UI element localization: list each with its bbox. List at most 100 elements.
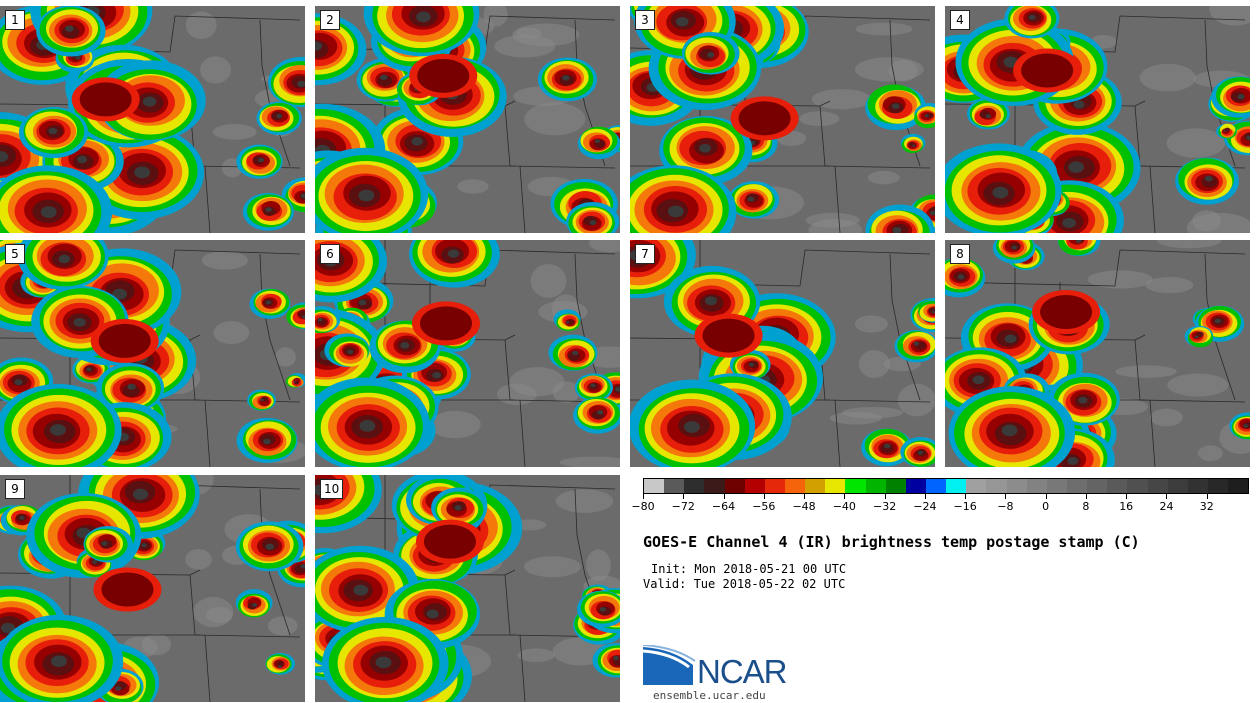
anvil-cloud — [1013, 48, 1082, 93]
storm-cluster — [409, 240, 500, 288]
colorbar-tick — [1126, 494, 1128, 499]
stamp-panel-5[interactable]: 5 — [0, 240, 305, 467]
colorbar-swatch — [1147, 479, 1168, 493]
storm-cluster — [18, 106, 89, 159]
storm-cluster — [0, 614, 124, 702]
storm-cluster — [431, 487, 487, 529]
storm-cluster — [948, 386, 1076, 467]
colorbar-tick — [844, 494, 846, 499]
cirrus-haze — [1157, 240, 1222, 249]
storm-cluster — [918, 299, 935, 323]
panel-label-3: 3 — [635, 10, 655, 30]
storm-cluster — [315, 13, 367, 86]
ir-map-7 — [630, 240, 935, 467]
colorbar-swatch — [1187, 479, 1208, 493]
cirrus-haze — [559, 456, 620, 467]
cirrus-haze — [1087, 270, 1153, 289]
cirrus-haze — [811, 89, 872, 110]
colorbar-swatch — [865, 479, 886, 493]
storm-cluster — [861, 428, 913, 467]
cirrus-haze — [829, 411, 882, 425]
colorbar-tick-label: −16 — [953, 500, 977, 513]
storm-cluster — [592, 643, 620, 678]
storm-cluster — [0, 383, 122, 467]
colorbar-swatch — [1167, 479, 1188, 493]
cirrus-haze — [496, 383, 537, 405]
storm-cluster — [285, 373, 305, 388]
stamp-panel-2[interactable]: 2 — [315, 6, 620, 233]
cirrus-haze — [185, 11, 217, 40]
panel-label-10: 10 — [320, 479, 344, 499]
cirrus-haze — [193, 597, 234, 628]
colorbar-swatch — [684, 479, 705, 493]
storm-cluster — [630, 379, 756, 467]
storm-cluster — [865, 84, 927, 131]
cirrus-haze — [512, 23, 580, 47]
anvil-cloud — [90, 318, 159, 363]
panel-label-7: 7 — [635, 244, 655, 264]
storm-cluster — [914, 103, 935, 129]
cirrus-haze — [1115, 365, 1177, 378]
stamp-panel-9[interactable]: 9 — [0, 475, 305, 702]
cirrus-haze — [1167, 373, 1229, 397]
colorbar-swatch — [925, 479, 947, 493]
ncar-logo-icon — [643, 645, 696, 685]
anvil-cloud — [71, 77, 140, 122]
colorbar-tick-label: −56 — [752, 500, 776, 513]
cirrus-haze — [799, 111, 840, 127]
colorbar-ticks: −80 −72 −64 −56 −48 −40 −32 −24 −16 −8 0 8 16 24 32 — [631, 494, 1247, 514]
storm-cluster — [894, 329, 935, 363]
cirrus-haze — [867, 170, 900, 185]
colorbar-tick — [763, 494, 765, 499]
ir-map-10 — [315, 475, 620, 702]
stamp-panel-8[interactable]: 8 — [945, 240, 1250, 467]
stamp-panel-4[interactable]: 4 — [945, 6, 1250, 233]
colorbar-tick-label: 0 — [1042, 500, 1050, 513]
site-url[interactable]: ensemble.ucar.edu — [653, 689, 766, 702]
cirrus-haze — [808, 218, 862, 233]
cirrus-haze — [275, 347, 296, 367]
stamp-panel-6[interactable]: 6 — [315, 240, 620, 467]
storm-cluster — [96, 363, 165, 414]
colorbar-swatch — [1046, 479, 1067, 493]
colorbar — [643, 478, 1249, 494]
storm-cluster — [945, 143, 1062, 233]
storm-cluster — [1057, 240, 1101, 257]
panel-label-1: 1 — [5, 10, 25, 30]
storm-cluster — [322, 616, 449, 702]
cirrus-haze — [524, 556, 581, 578]
ir-map-6 — [315, 240, 620, 467]
colorbar-tick — [1206, 494, 1208, 499]
colorbar-swatch — [1207, 479, 1229, 493]
cirrus-haze — [858, 350, 890, 379]
colorbar-swatch — [724, 479, 745, 493]
colorbar-tick-label: 16 — [1119, 500, 1134, 513]
panel-label-6: 6 — [320, 244, 340, 264]
anvil-cloud — [694, 313, 763, 358]
stamp-panel-3[interactable]: 3 — [630, 6, 935, 233]
cirrus-haze — [213, 321, 250, 345]
colorbar-tick-label: −80 — [631, 500, 655, 513]
cirrus-haze — [429, 410, 481, 439]
figure-title: GOES-E Channel 4 (IR) brightness temp po… — [643, 533, 1140, 551]
colorbar-tick — [683, 494, 685, 499]
anvil-cloud — [1032, 290, 1101, 335]
colorbar-tick — [924, 494, 926, 499]
anvil-cloud — [409, 53, 478, 98]
stamp-panel-10[interactable]: 10 — [315, 475, 620, 702]
storm-cluster — [577, 126, 620, 160]
storm-cluster — [286, 302, 305, 330]
storm-cluster — [992, 240, 1036, 264]
stamp-panel-1[interactable]: 1 — [0, 6, 305, 233]
cirrus-haze — [1198, 445, 1223, 462]
storm-cluster — [659, 115, 753, 185]
ir-map-1 — [0, 6, 305, 233]
cirrus-haze — [201, 251, 248, 270]
stamp-panel-7[interactable]: 7 — [630, 240, 935, 467]
ir-map-5 — [0, 240, 305, 467]
colorbar-tick-label: −72 — [671, 500, 695, 513]
cirrus-haze — [517, 648, 555, 663]
colorbar-swatch — [845, 479, 866, 493]
colorbar-swatch — [704, 479, 725, 493]
anvil-cloud — [412, 301, 481, 346]
